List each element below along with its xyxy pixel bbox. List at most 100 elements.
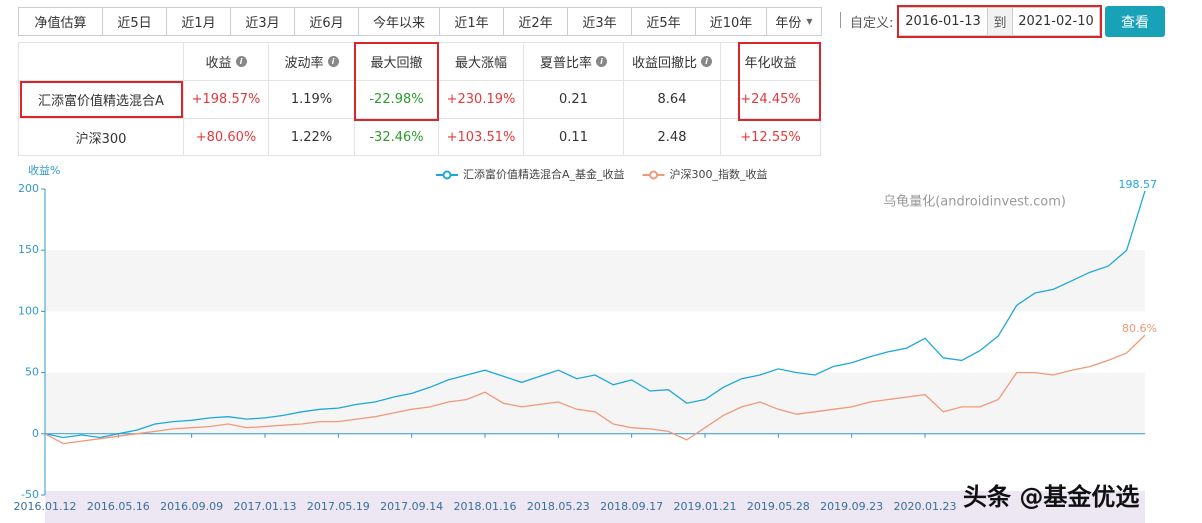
header-cell: 夏普比率 i [523, 42, 624, 81]
start-date[interactable]: 2016-01-13 [898, 7, 988, 36]
row-name: 汇添富价值精选混合A [18, 80, 184, 119]
table-cell-text: 1.22% [290, 129, 333, 145]
tab[interactable]: 近1月 [166, 7, 231, 36]
tab[interactable]: 近2年 [503, 7, 568, 36]
table-cell-text: 8.64 [657, 92, 687, 107]
row-name-text: 沪深300 [75, 131, 127, 147]
x-tick-label: 2016.01.12 [14, 500, 77, 513]
x-tick-label: 2017.05.19 [307, 500, 370, 513]
x-tick-label: 2017.01.13 [234, 500, 297, 513]
tab[interactable]: 近3年 [567, 7, 632, 36]
x-tick-label: 2018.01.16 [454, 500, 517, 513]
x-tick-label: 2019.01.21 [674, 500, 737, 513]
tab-text: 近1月 [181, 16, 216, 31]
y-tick-label: 150 [18, 243, 39, 256]
header-cell-text: 夏普比率 [539, 56, 592, 71]
table-cell-text: 2.48 [657, 129, 687, 145]
table-cell-text: +230.19% [446, 92, 516, 107]
y-tick-label: -50 [21, 488, 39, 501]
y-axis-label: 收益% [28, 163, 60, 177]
tab[interactable]: 今年以来 [358, 7, 440, 36]
dropdown-arrow: ▼ [806, 17, 813, 26]
tab[interactable]: 近6月 [294, 7, 359, 36]
tab[interactable]: 净值估算 [18, 7, 103, 36]
zoom-bar [45, 491, 1145, 523]
header-cell-text: 最大回撤 [370, 56, 423, 71]
divider [840, 12, 841, 28]
series-line [44, 190, 1146, 439]
tab-text: 近10年 [709, 16, 753, 31]
table-cell: +230.19% [438, 80, 524, 119]
header-cell-text: 收益 [205, 56, 232, 71]
tab[interactable]: 近5日 [102, 7, 167, 36]
x-tick-label: 2018.05.23 [527, 500, 590, 513]
tab-text: 年份 [775, 16, 802, 31]
tab[interactable]: 年份 ▼ [766, 7, 822, 36]
x-tick-label: 2016.09.09 [160, 500, 223, 513]
footer-watermark: 头条 @基金优选 [963, 483, 1140, 511]
x-tick-label: 2019.05.28 [747, 500, 810, 513]
table-cell-text: +103.51% [446, 129, 516, 145]
end-date[interactable]: 2021-02-10 [1012, 7, 1100, 36]
table-cell: 8.64 [623, 80, 721, 119]
table-cell: +198.57% [183, 80, 269, 119]
table-cell: -32.46% [354, 118, 439, 156]
legend-label: 沪深300_指数_收益 [670, 167, 768, 181]
table-cell: -22.98% [354, 80, 439, 119]
tab-text: 近3年 [582, 16, 617, 31]
info-icon[interactable]: i [327, 56, 339, 67]
table-cell: 2.48 [623, 118, 721, 156]
tab-text: 近2年 [518, 16, 553, 31]
header-cell: 收益 i [183, 42, 269, 81]
tab[interactable]: 近1年 [439, 7, 504, 36]
series-line [44, 334, 1146, 445]
table-cell-text: 0.11 [559, 129, 588, 145]
y-tick-label: 200 [18, 182, 39, 195]
tab[interactable]: 近10年 [695, 7, 767, 36]
table-cell: +103.51% [438, 118, 524, 156]
info-icon[interactable]: i [701, 56, 712, 67]
x-tick-label: 2019.09.23 [820, 500, 883, 513]
y-tick-label: 100 [18, 304, 39, 317]
table-cell: 0.11 [523, 118, 624, 156]
tab[interactable]: 近3月 [230, 7, 295, 36]
tab-text: 近5日 [117, 16, 152, 31]
header-cell: 最大涨幅 [438, 42, 524, 81]
table-cell-text: 1.19% [290, 92, 333, 107]
table-cell-text: +80.60% [195, 129, 257, 145]
table-cell: 0.21 [523, 80, 624, 119]
tab-text: 近6月 [309, 16, 344, 31]
row-name: 沪深300 [18, 118, 184, 156]
tab[interactable]: 近5年 [631, 7, 696, 36]
x-tick-label: 2020.01.23 [894, 500, 957, 513]
info-icon[interactable]: i [596, 56, 607, 67]
legend-marker [442, 170, 452, 180]
tab-text: 近3月 [245, 16, 280, 31]
tab-text: 近1年 [454, 16, 489, 31]
table-cell-text: +12.55% [740, 129, 801, 145]
query-button[interactable]: 查看 [1105, 6, 1165, 37]
x-tick-label: 2017.09.14 [380, 500, 443, 513]
header-cell: 收益回撤比 i [623, 42, 721, 81]
row-name-text: 汇添富价值精选混合A [38, 94, 164, 109]
table-cell-text: +198.57% [191, 92, 261, 107]
to-label: 到 [988, 7, 1012, 36]
header-cell-text: 最大涨幅 [454, 56, 507, 71]
table-cell: 1.19% [268, 80, 355, 119]
watermark: 乌龟量化(androidinvest.com) [883, 194, 1066, 210]
table-cell: +12.55% [720, 118, 821, 156]
split-area [45, 250, 1145, 312]
custom-label: 自定义: [850, 16, 894, 31]
header-cell: 最大回撤 [354, 42, 439, 81]
info-icon[interactable]: i [235, 56, 247, 67]
split-area [45, 372, 1145, 434]
table-cell: 1.22% [268, 118, 355, 156]
table-cell: +24.45% [720, 80, 821, 119]
table-cell: +80.60% [183, 118, 269, 156]
legend-label: 汇添富价值精选混合A_基金_收益 [463, 167, 625, 181]
legend-marker [649, 170, 659, 180]
table-cell-text: +24.45% [740, 92, 801, 107]
y-tick-label: 50 [25, 366, 39, 379]
tab-text: 净值估算 [34, 16, 87, 31]
